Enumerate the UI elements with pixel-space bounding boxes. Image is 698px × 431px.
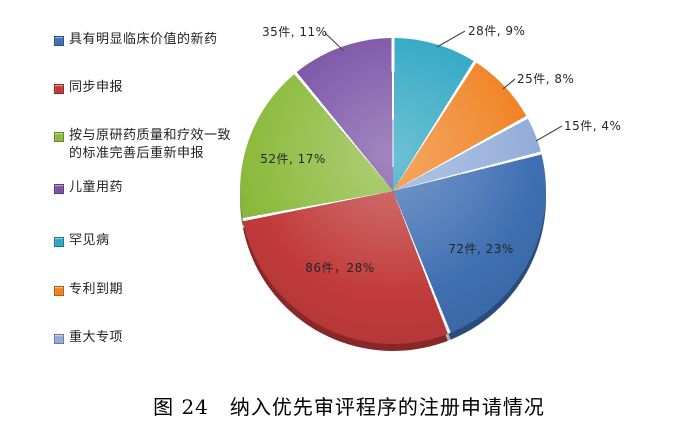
- legend-swatch-icon: [54, 334, 64, 344]
- legend-item-sync-application: 同步申报: [54, 79, 123, 97]
- pie-slices: [240, 38, 546, 344]
- label-original-standard-reapply: 52件, 17%: [260, 152, 326, 166]
- label-new-drug-clinical-value: 72件, 23%: [448, 242, 514, 256]
- label-children-drug: 35件, 11%: [262, 25, 328, 39]
- legend-swatch-icon: [54, 237, 64, 247]
- legend-item-children-drug: 儿童用药: [54, 179, 123, 197]
- legend-item-original-standard-reapply: 按与原研药质量和疗效一致的标准完善后重新申报: [54, 127, 231, 163]
- legend-swatch-icon: [54, 132, 64, 142]
- legend-label: 重大专项: [69, 330, 124, 345]
- legend-swatch-icon: [54, 184, 64, 194]
- legend-swatch-icon: [54, 36, 64, 46]
- figure-caption: 图 24 纳入优先审评程序的注册申请情况: [153, 395, 545, 419]
- legend-label: 具有明显临床价值的新药: [69, 32, 218, 47]
- pie-chart: [240, 38, 546, 351]
- legend-label: 罕见病: [69, 233, 110, 248]
- legend-label: 按与原研药质量和疗效一致的标准完善后重新申报: [69, 128, 232, 161]
- label-patent-expiry: 25件, 8%: [517, 72, 575, 86]
- legend-label: 儿童用药: [69, 180, 124, 195]
- legend-item-rare-disease: 罕见病: [54, 232, 110, 250]
- legend-item-major-project: 重大专项: [54, 329, 123, 347]
- legend-label: 专利到期: [69, 282, 124, 297]
- legend-item-patent-expiry: 专利到期: [54, 281, 123, 299]
- legend-swatch-icon: [54, 286, 64, 296]
- legend-swatch-icon: [54, 84, 64, 94]
- label-sync-application: 86件，28%: [305, 261, 375, 275]
- label-major-project: 15件, 4%: [564, 119, 622, 133]
- legend-label: 同步申报: [69, 80, 124, 95]
- legend-item-new-drug-clinical-value: 具有明显临床价值的新药: [54, 31, 218, 49]
- label-rare-disease: 28件, 9%: [468, 24, 526, 38]
